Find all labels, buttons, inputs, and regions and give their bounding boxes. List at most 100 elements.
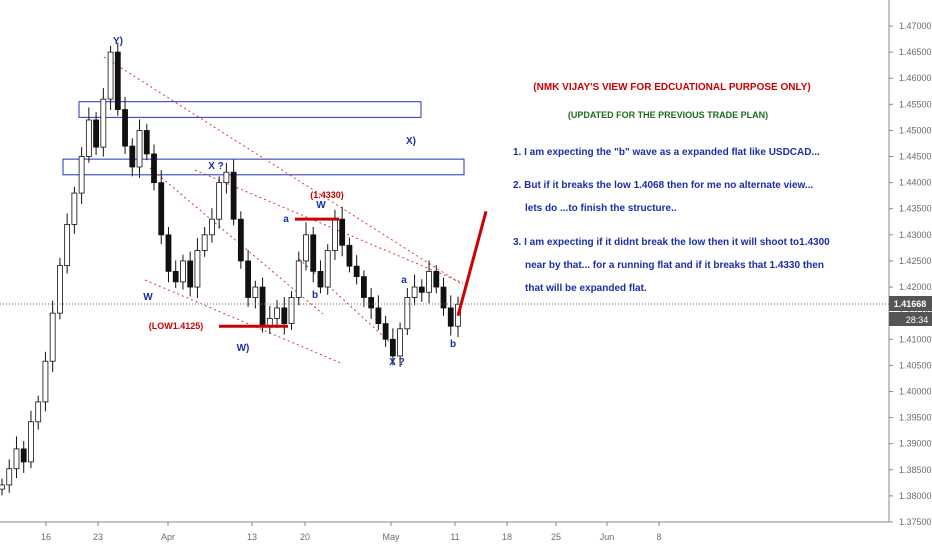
price-tick-label: 1.42000 <box>899 282 932 292</box>
candle-body <box>122 109 128 147</box>
annotation-line-5: near by that... for a running flat and i… <box>525 260 824 271</box>
time-tick-label: 16 <box>41 532 51 542</box>
candle-body <box>49 312 56 362</box>
candle-body <box>433 270 440 288</box>
candle-body <box>382 323 389 340</box>
candle-body <box>295 260 302 298</box>
price-tick-label: 1.46500 <box>899 47 932 57</box>
candle-body <box>136 130 143 168</box>
candle-body <box>158 182 165 236</box>
price-tick-label: 1.47000 <box>899 21 932 31</box>
price-tick-label: 1.44500 <box>899 152 932 162</box>
countdown-tag <box>889 312 932 326</box>
candle-body <box>20 448 27 463</box>
annotation-line-2: 2. But if it breaks the low 1.4068 then … <box>513 180 813 191</box>
price-axis[interactable]: 1.47000 1.46500 1.46000 1.45500 1.45000 1.445… <box>889 21 932 527</box>
candle-body <box>151 153 157 184</box>
price-tick-label: 1.40000 <box>899 386 932 396</box>
time-tick-label: Jun <box>600 532 615 542</box>
wave-label: W <box>143 292 153 303</box>
time-tick-label: Apr <box>161 532 175 542</box>
candle-body <box>310 234 317 272</box>
candle-body <box>281 307 288 324</box>
candle-body <box>216 182 223 220</box>
trendline <box>298 258 394 346</box>
price-tick-label: 1.40500 <box>899 360 932 370</box>
candle-body <box>201 234 208 251</box>
wave-label: X ? <box>208 161 224 172</box>
candle-body <box>418 286 425 293</box>
price-tick-label: 1.45500 <box>899 99 932 109</box>
candle-body <box>129 145 136 168</box>
candle-body <box>194 250 201 288</box>
supply-zone-box <box>62 158 465 176</box>
candle-body <box>165 234 172 272</box>
time-tick-label: 25 <box>551 532 561 542</box>
candle-body <box>42 360 49 403</box>
candle-body <box>411 286 418 298</box>
candle-body <box>245 260 251 298</box>
candle-body <box>324 250 331 288</box>
wave-label: X) <box>406 136 416 147</box>
annotation-line-6: that will be expanded flat. <box>525 283 647 294</box>
wave-labels: Y) X ? W W) a b Wa b X ? X) <box>113 36 456 368</box>
candle-body <box>180 260 186 283</box>
supply-zone-box <box>78 101 422 118</box>
candle-body <box>172 270 179 283</box>
level-label-1-4330: (1.4330) <box>310 190 344 200</box>
candle-body <box>389 338 396 357</box>
price-tick-label: 1.42500 <box>899 256 932 266</box>
annotation-line-1: 1. I am expecting the "b" wave as a expa… <box>513 147 820 158</box>
candle-body <box>237 218 244 262</box>
time-tick-label: 20 <box>300 532 310 542</box>
time-axis[interactable]: 16 23 Apr 13 20 May 11 18 25 Jun 8 <box>41 522 662 542</box>
candle-body <box>332 218 338 251</box>
candle-body <box>223 171 230 184</box>
trendline <box>194 169 464 284</box>
price-tick-label: 1.41000 <box>899 334 932 344</box>
candle-body <box>252 286 259 298</box>
price-tick-label: 1.45000 <box>899 125 932 135</box>
time-tick-label: 8 <box>656 532 661 542</box>
supply-zones <box>62 101 465 176</box>
candle-body <box>143 130 150 155</box>
candle-body <box>64 223 71 267</box>
candle-body <box>85 119 92 157</box>
candle-body <box>404 297 411 330</box>
candle-body <box>353 265 360 278</box>
candle-body <box>71 192 78 225</box>
price-tick-label: 1.46000 <box>899 73 932 83</box>
candle-body <box>187 260 194 288</box>
annotation-line-4: 3. I am expecting if it didnt break the … <box>513 237 830 248</box>
candle-body <box>303 234 309 262</box>
price-tick-label: 1.39000 <box>899 439 932 449</box>
current-price-tag <box>889 296 932 311</box>
projection-arrow-line <box>456 210 488 317</box>
wave-label: W <box>316 200 326 211</box>
countdown-value: 28:34 <box>906 315 929 325</box>
wave-label: b <box>450 339 456 350</box>
time-tick-label: 11 <box>450 532 459 542</box>
annotation-line-3: lets do ...to finish the structure.. <box>525 203 677 214</box>
annotation-subtitle: (UPDATED FOR THE PREVIOUS TRADE PLAN) <box>568 110 768 120</box>
candle-body <box>317 270 324 288</box>
trendlines <box>103 56 464 365</box>
wave-label: W) <box>237 343 250 354</box>
price-tick-label: 1.37500 <box>899 517 932 527</box>
candle-body <box>375 307 382 324</box>
candle-body <box>361 276 367 298</box>
candle-body <box>100 98 107 148</box>
candle-body <box>93 119 99 148</box>
time-tick-label: 13 <box>247 532 257 542</box>
trendline <box>103 56 464 286</box>
candle-body <box>28 421 34 463</box>
wave-label: X ? <box>389 357 405 368</box>
candle-body <box>259 286 266 327</box>
candle-body <box>397 328 403 357</box>
candle-body <box>426 270 432 293</box>
wave-label: Y) <box>113 36 123 47</box>
price-tick-label: 1.43500 <box>899 204 932 214</box>
